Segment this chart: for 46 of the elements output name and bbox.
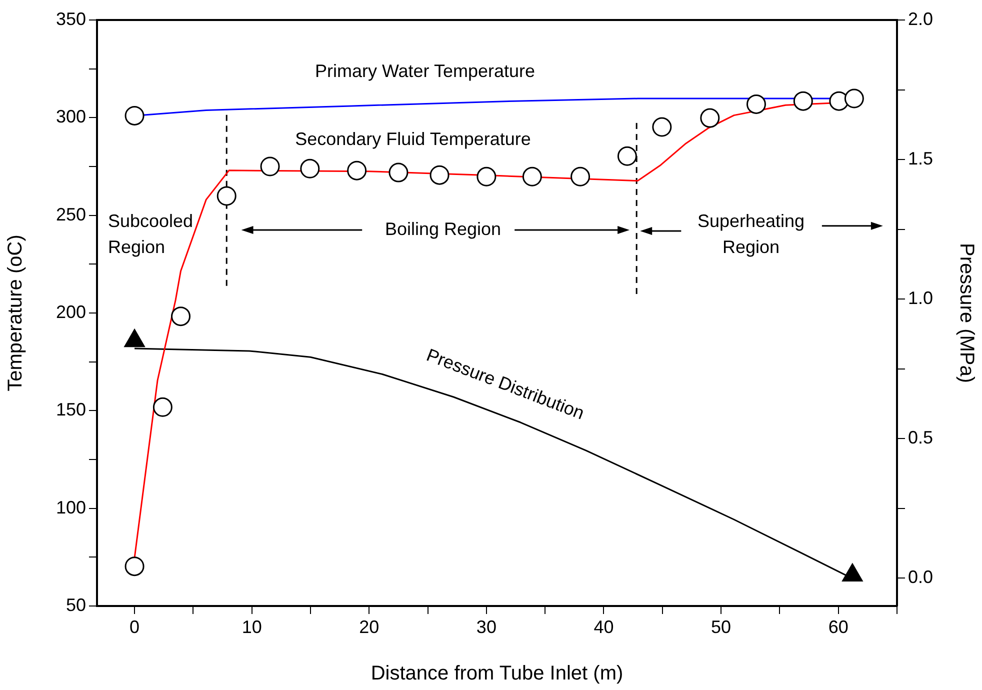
point [260,156,280,176]
annotation: Secondary Fluid Temperature [295,128,531,149]
annotation: Primary Water Temperature [314,60,536,81]
y-tick-label: 50 [66,594,86,615]
y2-axis-title: Pressure (MPa) [955,242,978,384]
point [746,94,766,114]
y2-tick-label: 0.0 [908,567,934,588]
y-tick-label: 100 [56,497,86,518]
annotation: Subcooled Region [108,210,194,257]
x-axis-title: Distance from Tube Inlet (m) [370,662,624,685]
point [152,397,172,417]
point [300,158,320,178]
x-tick-label: 10 [242,616,262,637]
point [171,306,191,326]
point [652,117,672,137]
y-tick-label: 300 [56,106,86,127]
x-tick-label: 40 [594,616,614,637]
y2-tick-label: 2.0 [908,8,934,29]
point [522,166,542,186]
y-tick-label: 350 [56,8,86,29]
point [124,556,144,576]
y-tick-label: 200 [56,302,86,322]
point [388,162,408,182]
point [700,108,720,128]
point [347,160,367,180]
point [430,165,450,185]
x-tick-label: 0 [130,616,140,637]
x-tick-label: 50 [711,616,732,637]
x-tick-label: 30 [476,616,496,637]
y-axis-title: Temperature (oC) [4,234,27,392]
point [124,106,144,126]
point [617,146,637,166]
annotation: Boiling Region [384,218,502,239]
x-tick-label: 60 [828,616,848,637]
point [216,186,236,206]
x-tick-label: 20 [359,616,380,637]
y2-tick-label: 1.5 [908,148,934,168]
y2-tick-label: 0.5 [908,428,934,448]
point [570,166,590,186]
point [844,88,864,108]
y-tick-label: 150 [56,400,86,420]
y2-tick-label: 1.0 [908,288,934,308]
annotation: Superheating Region [697,210,805,257]
y-tick-label: 250 [56,204,86,224]
point [793,91,813,111]
point [476,166,496,186]
